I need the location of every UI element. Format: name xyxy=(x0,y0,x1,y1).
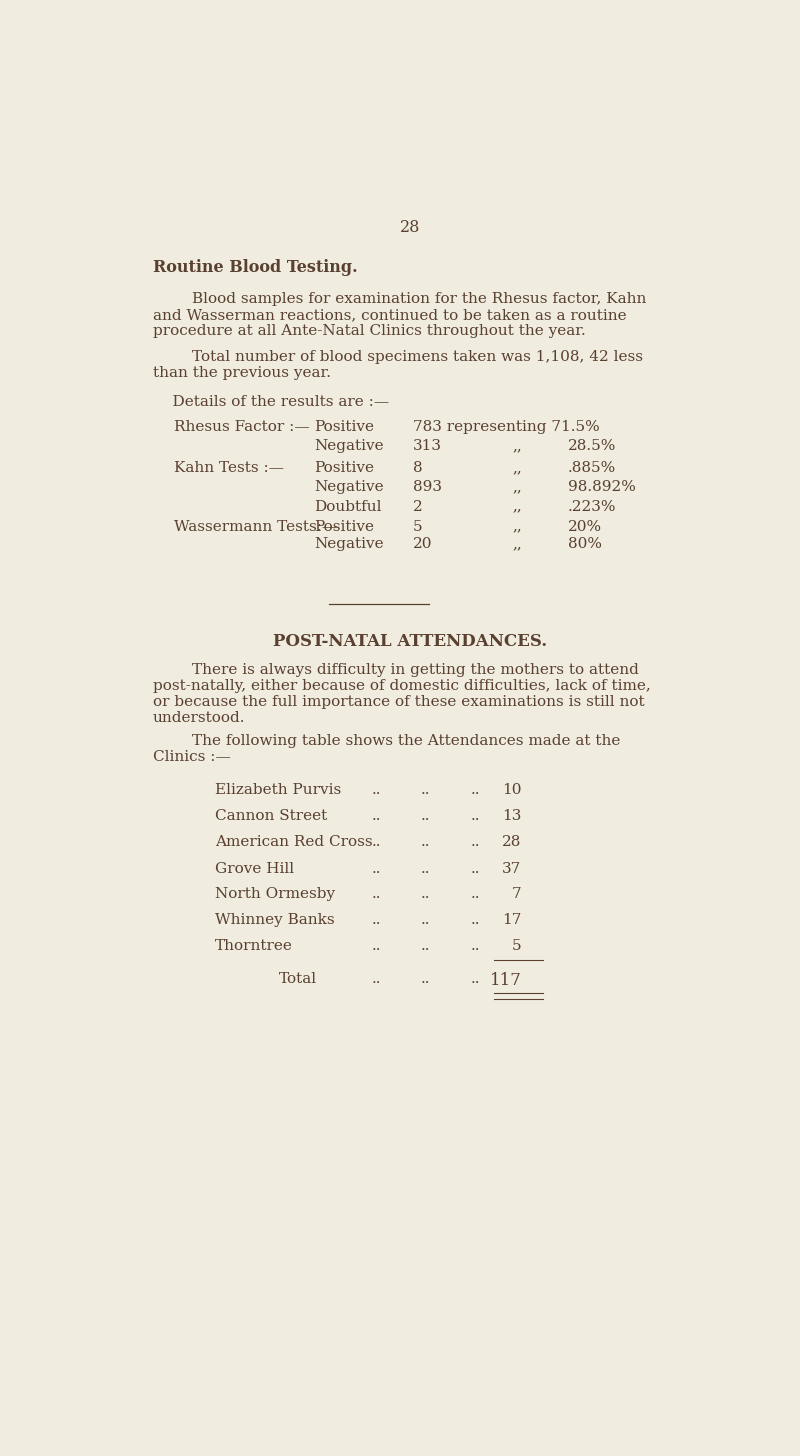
Text: understood.: understood. xyxy=(153,712,245,725)
Text: POST-NATAL ATTENDANCES.: POST-NATAL ATTENDANCES. xyxy=(273,633,547,649)
Text: Grove Hill: Grove Hill xyxy=(214,862,294,875)
Text: ..: .. xyxy=(470,913,480,927)
Text: 893: 893 xyxy=(413,480,442,495)
Text: ..: .. xyxy=(421,939,430,954)
Text: Total: Total xyxy=(279,971,318,986)
Text: Elizabeth Purvis: Elizabeth Purvis xyxy=(214,783,341,796)
Text: ..: .. xyxy=(470,939,480,954)
Text: ,,: ,, xyxy=(512,438,522,453)
Text: Negative: Negative xyxy=(314,537,383,552)
Text: 783 representing 71.5%: 783 representing 71.5% xyxy=(413,419,600,434)
Text: ..: .. xyxy=(371,836,381,849)
Text: There is always difficulty in getting the mothers to attend: There is always difficulty in getting th… xyxy=(153,662,638,677)
Text: Whinney Banks: Whinney Banks xyxy=(214,913,334,927)
Text: than the previous year.: than the previous year. xyxy=(153,367,330,380)
Text: Clinics :—: Clinics :— xyxy=(153,750,230,764)
Text: 98.892%: 98.892% xyxy=(568,480,636,495)
Text: 17: 17 xyxy=(502,913,522,927)
Text: ..: .. xyxy=(371,862,381,875)
Text: Negative: Negative xyxy=(314,480,383,495)
Text: ..: .. xyxy=(421,862,430,875)
Text: Wassermann Tests:—: Wassermann Tests:— xyxy=(174,520,338,534)
Text: Blood samples for examination for the Rhesus factor, Kahn: Blood samples for examination for the Rh… xyxy=(153,291,646,306)
Text: 117: 117 xyxy=(490,971,522,989)
Text: Rhesus Factor :—: Rhesus Factor :— xyxy=(174,419,310,434)
Text: ..: .. xyxy=(371,810,381,823)
Text: American Red Cross: American Red Cross xyxy=(214,836,372,849)
Text: 5: 5 xyxy=(512,939,522,954)
Text: 20: 20 xyxy=(413,537,433,552)
Text: 313: 313 xyxy=(413,438,442,453)
Text: ..: .. xyxy=(371,783,381,796)
Text: Doubtful: Doubtful xyxy=(314,499,382,514)
Text: ..: .. xyxy=(470,783,480,796)
Text: Kahn Tests :—: Kahn Tests :— xyxy=(174,462,285,475)
Text: 28: 28 xyxy=(502,836,522,849)
Text: ,,: ,, xyxy=(512,537,522,552)
Text: ..: .. xyxy=(371,939,381,954)
Text: 5: 5 xyxy=(413,520,422,534)
Text: ..: .. xyxy=(470,862,480,875)
Text: 80%: 80% xyxy=(568,537,602,552)
Text: ..: .. xyxy=(421,971,430,986)
Text: ,,: ,, xyxy=(512,480,522,495)
Text: Positive: Positive xyxy=(314,462,374,475)
Text: ,,: ,, xyxy=(512,462,522,475)
Text: and Wasserman reactions, continued to be taken as a routine: and Wasserman reactions, continued to be… xyxy=(153,307,626,322)
Text: ..: .. xyxy=(421,783,430,796)
Text: ..: .. xyxy=(371,887,381,901)
Text: 2: 2 xyxy=(413,499,423,514)
Text: Positive: Positive xyxy=(314,419,374,434)
Text: Negative: Negative xyxy=(314,438,383,453)
Text: 28: 28 xyxy=(400,220,420,236)
Text: The following table shows the Attendances made at the: The following table shows the Attendance… xyxy=(153,734,620,748)
Text: .885%: .885% xyxy=(568,462,616,475)
Text: ..: .. xyxy=(421,913,430,927)
Text: post-natally, either because of domestic difficulties, lack of time,: post-natally, either because of domestic… xyxy=(153,678,650,693)
Text: 13: 13 xyxy=(502,810,522,823)
Text: ..: .. xyxy=(421,887,430,901)
Text: or because the full importance of these examinations is still not: or because the full importance of these … xyxy=(153,696,644,709)
Text: ..: .. xyxy=(470,836,480,849)
Text: procedure at all Ante-Natal Clinics throughout the year.: procedure at all Ante-Natal Clinics thro… xyxy=(153,325,586,338)
Text: ,,: ,, xyxy=(512,499,522,514)
Text: ..: .. xyxy=(470,887,480,901)
Text: Cannon Street: Cannon Street xyxy=(214,810,327,823)
Text: Routine Blood Testing.: Routine Blood Testing. xyxy=(153,259,358,277)
Text: ..: .. xyxy=(371,913,381,927)
Text: North Ormesby: North Ormesby xyxy=(214,887,335,901)
Text: ..: .. xyxy=(421,836,430,849)
Text: .223%: .223% xyxy=(568,499,617,514)
Text: 37: 37 xyxy=(502,862,522,875)
Text: 10: 10 xyxy=(502,783,522,796)
Text: Details of the results are :—: Details of the results are :— xyxy=(153,395,389,409)
Text: ..: .. xyxy=(470,971,480,986)
Text: 7: 7 xyxy=(512,887,522,901)
Text: ..: .. xyxy=(371,971,381,986)
Text: Thorntree: Thorntree xyxy=(214,939,293,954)
Text: 8: 8 xyxy=(413,462,422,475)
Text: ,,: ,, xyxy=(512,520,522,534)
Text: 28.5%: 28.5% xyxy=(568,438,617,453)
Text: ..: .. xyxy=(421,810,430,823)
Text: 20%: 20% xyxy=(568,520,602,534)
Text: Total number of blood specimens taken was 1,108, 42 less: Total number of blood specimens taken wa… xyxy=(153,351,642,364)
Text: Positive: Positive xyxy=(314,520,374,534)
Text: ..: .. xyxy=(470,810,480,823)
